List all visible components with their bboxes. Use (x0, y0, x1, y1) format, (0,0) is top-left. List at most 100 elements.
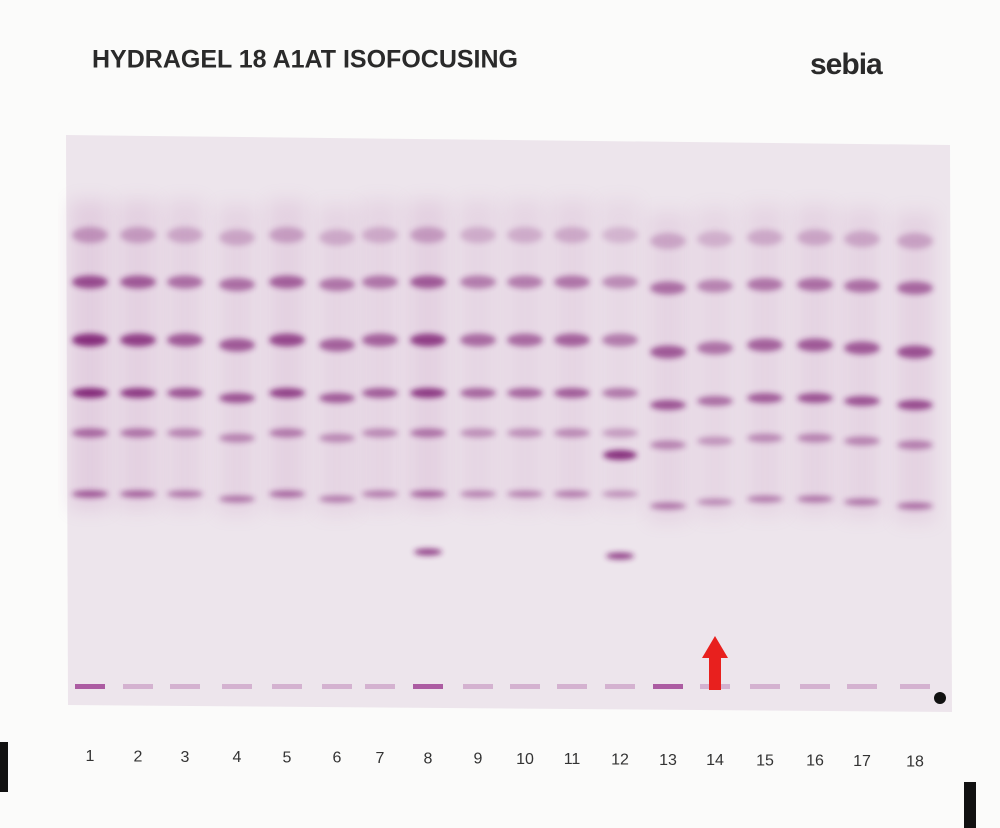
band (844, 436, 880, 446)
band (269, 227, 305, 243)
band (219, 278, 255, 291)
lane-label: 9 (474, 751, 483, 768)
band (72, 490, 108, 498)
band (697, 279, 733, 293)
band (650, 440, 686, 450)
application-band (413, 684, 443, 689)
band (219, 433, 255, 443)
lane-label: 18 (906, 753, 924, 770)
band (844, 396, 880, 406)
application-band (605, 684, 635, 689)
lane-smear (118, 200, 158, 510)
band (410, 388, 446, 398)
band (650, 233, 686, 249)
lane-label: 8 (424, 750, 433, 767)
lane-smear (648, 212, 688, 522)
band (602, 227, 638, 243)
lane-smear (505, 200, 545, 510)
lane-smear (70, 200, 110, 510)
band (507, 490, 543, 498)
band (650, 400, 686, 410)
lane-smear (317, 205, 357, 515)
band (897, 345, 933, 359)
band (167, 490, 203, 498)
band (219, 393, 255, 403)
band (460, 388, 496, 398)
band (897, 440, 933, 450)
band (797, 338, 833, 352)
band (167, 275, 203, 289)
band (507, 275, 543, 289)
band (72, 275, 108, 289)
band (410, 428, 446, 438)
lane-smear (795, 205, 835, 515)
band (844, 498, 880, 506)
band (747, 433, 783, 443)
band (897, 400, 933, 410)
band (602, 490, 638, 498)
band (410, 490, 446, 498)
band (554, 388, 590, 398)
band (319, 338, 355, 352)
lane-label: 15 (756, 752, 774, 769)
lane-label: 6 (333, 750, 342, 767)
band (606, 552, 634, 560)
band (697, 396, 733, 406)
band (269, 490, 305, 498)
band (72, 428, 108, 438)
band (319, 495, 355, 503)
band (554, 428, 590, 438)
band (269, 275, 305, 289)
lane-smear (408, 200, 448, 510)
application-band (847, 684, 877, 689)
band (72, 333, 108, 347)
lane-smear (695, 208, 735, 518)
lane-label: 16 (806, 753, 824, 770)
band (362, 275, 398, 289)
band (747, 393, 783, 403)
band (269, 428, 305, 438)
band (797, 433, 833, 443)
band (507, 388, 543, 398)
lane-smear (360, 200, 400, 510)
band (120, 428, 156, 438)
band (602, 428, 638, 438)
band (844, 279, 880, 293)
band (507, 333, 543, 347)
band (602, 275, 638, 289)
band (507, 227, 543, 243)
band (410, 333, 446, 347)
lane-smear (458, 200, 498, 510)
band (362, 428, 398, 438)
lane-label: 14 (706, 752, 724, 769)
lane-label: 12 (611, 752, 629, 769)
lane-smear (165, 200, 205, 510)
band (460, 333, 496, 347)
application-band (272, 684, 302, 689)
lane-smear (745, 205, 785, 515)
band (362, 227, 398, 243)
band (319, 433, 355, 443)
lane-label: 5 (283, 749, 292, 766)
band (219, 495, 255, 503)
edge-mark (0, 742, 8, 792)
lane-label: 11 (564, 751, 581, 768)
band (120, 490, 156, 498)
lane-smear (842, 208, 882, 518)
dot-marker (934, 692, 946, 704)
band (507, 428, 543, 438)
band (269, 333, 305, 347)
lane-label: 17 (853, 753, 871, 770)
application-band (557, 684, 587, 689)
band (797, 278, 833, 291)
band (460, 227, 496, 243)
application-band (123, 684, 153, 689)
application-band (463, 684, 493, 689)
application-band (800, 684, 830, 689)
band (897, 233, 933, 249)
band (554, 490, 590, 498)
band (219, 338, 255, 352)
band (167, 388, 203, 398)
title: HYDRAGEL 18 A1AT ISOFOCUSING (92, 46, 518, 74)
